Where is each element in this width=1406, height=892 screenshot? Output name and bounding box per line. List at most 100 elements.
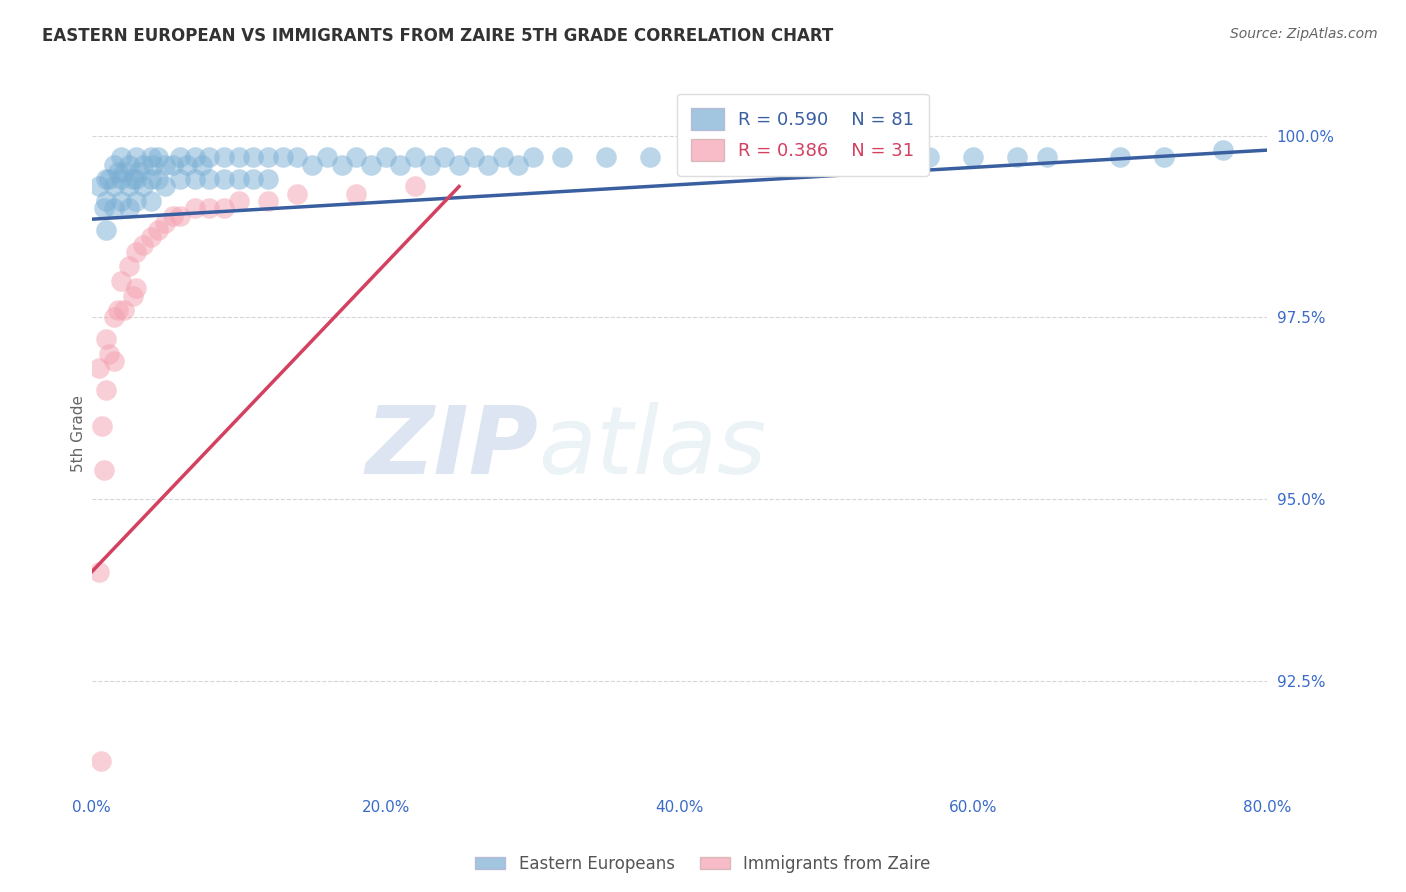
Point xyxy=(91,419,114,434)
Point xyxy=(146,172,169,186)
Point xyxy=(139,230,162,244)
Point xyxy=(183,150,205,164)
Point xyxy=(125,172,148,186)
Point xyxy=(139,194,162,208)
Point xyxy=(257,150,280,164)
Point xyxy=(96,194,118,208)
Legend: Eastern Europeans, Immigrants from Zaire: Eastern Europeans, Immigrants from Zaire xyxy=(468,848,938,880)
Text: atlas: atlas xyxy=(538,402,766,493)
Point xyxy=(741,150,763,164)
Point xyxy=(889,150,911,164)
Point xyxy=(117,202,139,216)
Point xyxy=(93,202,115,216)
Point xyxy=(107,303,129,318)
Point xyxy=(198,172,221,186)
Point xyxy=(142,158,165,172)
Point xyxy=(155,158,177,172)
Point xyxy=(139,150,162,164)
Point xyxy=(198,150,221,164)
Point xyxy=(125,281,148,295)
Point xyxy=(212,202,235,216)
Point xyxy=(815,150,838,164)
Point xyxy=(271,150,294,164)
Point xyxy=(330,158,353,172)
Point xyxy=(169,209,191,223)
Point xyxy=(125,194,148,208)
Point xyxy=(96,383,118,397)
Point xyxy=(117,260,139,274)
Point xyxy=(132,179,155,194)
Point xyxy=(122,172,145,186)
Point xyxy=(98,346,121,360)
Point xyxy=(228,194,250,208)
Point xyxy=(1153,150,1175,164)
Point xyxy=(287,150,309,164)
Point xyxy=(112,303,135,318)
Point xyxy=(344,186,367,201)
Point xyxy=(374,150,396,164)
Point xyxy=(404,150,426,164)
Point xyxy=(212,150,235,164)
Point xyxy=(918,150,941,164)
Point xyxy=(522,150,544,164)
Point xyxy=(155,179,177,194)
Point xyxy=(183,172,205,186)
Point xyxy=(344,150,367,164)
Point xyxy=(122,288,145,302)
Point xyxy=(404,179,426,194)
Point xyxy=(228,172,250,186)
Point xyxy=(463,150,485,164)
Point xyxy=(162,209,184,223)
Point xyxy=(506,158,529,172)
Point xyxy=(117,179,139,194)
Point xyxy=(419,158,441,172)
Point xyxy=(110,274,132,288)
Point xyxy=(117,158,139,172)
Point xyxy=(1212,143,1234,157)
Point xyxy=(301,158,323,172)
Point xyxy=(107,165,129,179)
Point xyxy=(183,202,205,216)
Point xyxy=(139,172,162,186)
Point xyxy=(360,158,382,172)
Point xyxy=(1035,150,1057,164)
Point xyxy=(103,179,125,194)
Point xyxy=(389,158,412,172)
Text: EASTERN EUROPEAN VS IMMIGRANTS FROM ZAIRE 5TH GRADE CORRELATION CHART: EASTERN EUROPEAN VS IMMIGRANTS FROM ZAIR… xyxy=(42,27,834,45)
Point xyxy=(103,354,125,368)
Point xyxy=(125,244,148,259)
Text: Source: ZipAtlas.com: Source: ZipAtlas.com xyxy=(1230,27,1378,41)
Point xyxy=(551,150,574,164)
Point xyxy=(125,150,148,164)
Point xyxy=(697,150,720,164)
Point xyxy=(96,172,118,186)
Text: ZIP: ZIP xyxy=(366,402,538,494)
Point xyxy=(132,237,155,252)
Point xyxy=(169,150,191,164)
Point xyxy=(242,172,264,186)
Point xyxy=(96,332,118,346)
Point xyxy=(146,223,169,237)
Point xyxy=(98,172,121,186)
Point xyxy=(212,172,235,186)
Point xyxy=(176,158,198,172)
Point xyxy=(447,158,470,172)
Point xyxy=(962,150,984,164)
Point xyxy=(155,216,177,230)
Point xyxy=(257,194,280,208)
Point xyxy=(1007,150,1029,164)
Point xyxy=(110,194,132,208)
Point xyxy=(595,150,617,164)
Point xyxy=(287,186,309,201)
Point xyxy=(93,463,115,477)
Point xyxy=(132,158,155,172)
Point xyxy=(146,150,169,164)
Point xyxy=(315,150,337,164)
Point xyxy=(110,172,132,186)
Point xyxy=(242,150,264,164)
Point xyxy=(433,150,456,164)
Point xyxy=(110,150,132,164)
Point xyxy=(112,165,135,179)
Point xyxy=(89,565,111,579)
Point xyxy=(191,158,214,172)
